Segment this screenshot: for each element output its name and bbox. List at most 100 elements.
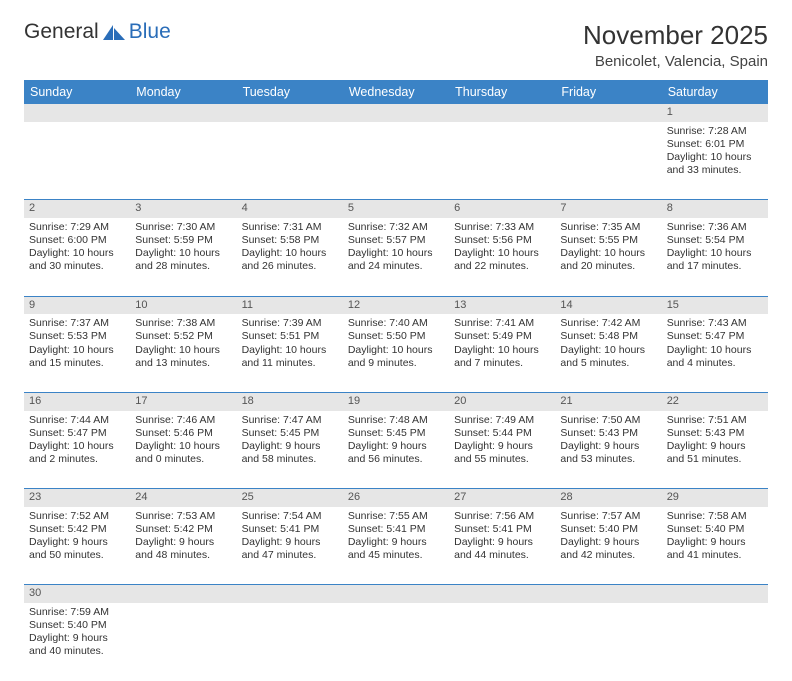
day-header: Tuesday [237, 80, 343, 104]
daylight-line: Daylight: 9 hours and 53 minutes. [560, 440, 656, 466]
sunrise-line: Sunrise: 7:38 AM [135, 317, 231, 330]
day-cell [343, 603, 449, 681]
sunset-line: Sunset: 5:47 PM [29, 427, 125, 440]
day-cell [24, 122, 130, 200]
header: General Blue November 2025 Benicolet, Va… [24, 20, 768, 70]
day-number-cell [555, 104, 661, 122]
week-row: Sunrise: 7:37 AMSunset: 5:53 PMDaylight:… [24, 314, 768, 392]
day-number-cell [237, 585, 343, 603]
day-cell: Sunrise: 7:41 AMSunset: 5:49 PMDaylight:… [449, 314, 555, 392]
sunrise-line: Sunrise: 7:55 AM [348, 510, 444, 523]
daylight-line: Daylight: 9 hours and 58 minutes. [242, 440, 338, 466]
sunset-line: Sunset: 5:43 PM [560, 427, 656, 440]
sunrise-line: Sunrise: 7:32 AM [348, 221, 444, 234]
day-cell: Sunrise: 7:30 AMSunset: 5:59 PMDaylight:… [130, 218, 236, 296]
day-cell [449, 122, 555, 200]
day-header: Saturday [662, 80, 768, 104]
day-number-cell: 28 [555, 489, 661, 507]
daylight-line: Daylight: 10 hours and 15 minutes. [29, 344, 125, 370]
day-header: Friday [555, 80, 661, 104]
sunrise-line: Sunrise: 7:40 AM [348, 317, 444, 330]
sunrise-line: Sunrise: 7:28 AM [667, 125, 763, 138]
logo-text-general: General [24, 20, 99, 44]
day-cell: Sunrise: 7:39 AMSunset: 5:51 PMDaylight:… [237, 314, 343, 392]
day-cell [237, 122, 343, 200]
sunset-line: Sunset: 5:52 PM [135, 330, 231, 343]
day-cell: Sunrise: 7:46 AMSunset: 5:46 PMDaylight:… [130, 411, 236, 489]
daylight-line: Daylight: 9 hours and 40 minutes. [29, 632, 125, 658]
sunrise-line: Sunrise: 7:46 AM [135, 414, 231, 427]
location: Benicolet, Valencia, Spain [583, 53, 768, 70]
sunset-line: Sunset: 5:40 PM [667, 523, 763, 536]
sunrise-line: Sunrise: 7:49 AM [454, 414, 550, 427]
daynum-row: 2345678 [24, 200, 768, 218]
day-cell: Sunrise: 7:42 AMSunset: 5:48 PMDaylight:… [555, 314, 661, 392]
sunset-line: Sunset: 5:42 PM [29, 523, 125, 536]
day-number-cell [237, 104, 343, 122]
day-header: Sunday [24, 80, 130, 104]
day-number-cell [449, 104, 555, 122]
sunset-line: Sunset: 5:59 PM [135, 234, 231, 247]
daylight-line: Daylight: 9 hours and 41 minutes. [667, 536, 763, 562]
sunrise-line: Sunrise: 7:31 AM [242, 221, 338, 234]
day-cell: Sunrise: 7:31 AMSunset: 5:58 PMDaylight:… [237, 218, 343, 296]
day-number-cell: 3 [130, 200, 236, 218]
day-number-cell: 14 [555, 296, 661, 314]
sunset-line: Sunset: 5:41 PM [348, 523, 444, 536]
week-row: Sunrise: 7:28 AMSunset: 6:01 PMDaylight:… [24, 122, 768, 200]
daylight-line: Daylight: 10 hours and 33 minutes. [667, 151, 763, 177]
daylight-line: Daylight: 10 hours and 20 minutes. [560, 247, 656, 273]
daylight-line: Daylight: 10 hours and 22 minutes. [454, 247, 550, 273]
sunset-line: Sunset: 5:41 PM [454, 523, 550, 536]
daylight-line: Daylight: 10 hours and 5 minutes. [560, 344, 656, 370]
sunset-line: Sunset: 5:53 PM [29, 330, 125, 343]
sunset-line: Sunset: 5:50 PM [348, 330, 444, 343]
day-cell: Sunrise: 7:37 AMSunset: 5:53 PMDaylight:… [24, 314, 130, 392]
day-number-cell: 13 [449, 296, 555, 314]
day-number-cell: 11 [237, 296, 343, 314]
day-cell: Sunrise: 7:32 AMSunset: 5:57 PMDaylight:… [343, 218, 449, 296]
logo-text-blue: Blue [129, 20, 171, 44]
day-number-cell [343, 104, 449, 122]
daylight-line: Daylight: 10 hours and 4 minutes. [667, 344, 763, 370]
sunset-line: Sunset: 5:48 PM [560, 330, 656, 343]
day-number-cell: 2 [24, 200, 130, 218]
sunrise-line: Sunrise: 7:52 AM [29, 510, 125, 523]
day-cell: Sunrise: 7:53 AMSunset: 5:42 PMDaylight:… [130, 507, 236, 585]
daylight-line: Daylight: 10 hours and 0 minutes. [135, 440, 231, 466]
sunrise-line: Sunrise: 7:35 AM [560, 221, 656, 234]
sunset-line: Sunset: 5:57 PM [348, 234, 444, 247]
sunset-line: Sunset: 5:51 PM [242, 330, 338, 343]
sunset-line: Sunset: 5:43 PM [667, 427, 763, 440]
sunrise-line: Sunrise: 7:47 AM [242, 414, 338, 427]
day-cell: Sunrise: 7:48 AMSunset: 5:45 PMDaylight:… [343, 411, 449, 489]
day-number-cell [449, 585, 555, 603]
sunrise-line: Sunrise: 7:57 AM [560, 510, 656, 523]
sunrise-line: Sunrise: 7:48 AM [348, 414, 444, 427]
daylight-line: Daylight: 9 hours and 55 minutes. [454, 440, 550, 466]
daylight-line: Daylight: 10 hours and 7 minutes. [454, 344, 550, 370]
sunset-line: Sunset: 5:49 PM [454, 330, 550, 343]
calendar-table: SundayMondayTuesdayWednesdayThursdayFrid… [24, 80, 768, 681]
daylight-line: Daylight: 9 hours and 44 minutes. [454, 536, 550, 562]
sunset-line: Sunset: 5:47 PM [667, 330, 763, 343]
day-number-cell: 10 [130, 296, 236, 314]
day-number-cell [130, 104, 236, 122]
day-cell: Sunrise: 7:54 AMSunset: 5:41 PMDaylight:… [237, 507, 343, 585]
day-number-cell: 18 [237, 392, 343, 410]
sunrise-line: Sunrise: 7:53 AM [135, 510, 231, 523]
sunset-line: Sunset: 5:45 PM [242, 427, 338, 440]
sunrise-line: Sunrise: 7:50 AM [560, 414, 656, 427]
daylight-line: Daylight: 10 hours and 2 minutes. [29, 440, 125, 466]
day-cell: Sunrise: 7:51 AMSunset: 5:43 PMDaylight:… [662, 411, 768, 489]
day-cell: Sunrise: 7:38 AMSunset: 5:52 PMDaylight:… [130, 314, 236, 392]
daylight-line: Daylight: 9 hours and 50 minutes. [29, 536, 125, 562]
day-number-cell: 26 [343, 489, 449, 507]
day-header: Monday [130, 80, 236, 104]
sunrise-line: Sunrise: 7:37 AM [29, 317, 125, 330]
sunset-line: Sunset: 6:00 PM [29, 234, 125, 247]
day-number-cell: 24 [130, 489, 236, 507]
daynum-row: 30 [24, 585, 768, 603]
day-cell: Sunrise: 7:59 AMSunset: 5:40 PMDaylight:… [24, 603, 130, 681]
sunrise-line: Sunrise: 7:43 AM [667, 317, 763, 330]
